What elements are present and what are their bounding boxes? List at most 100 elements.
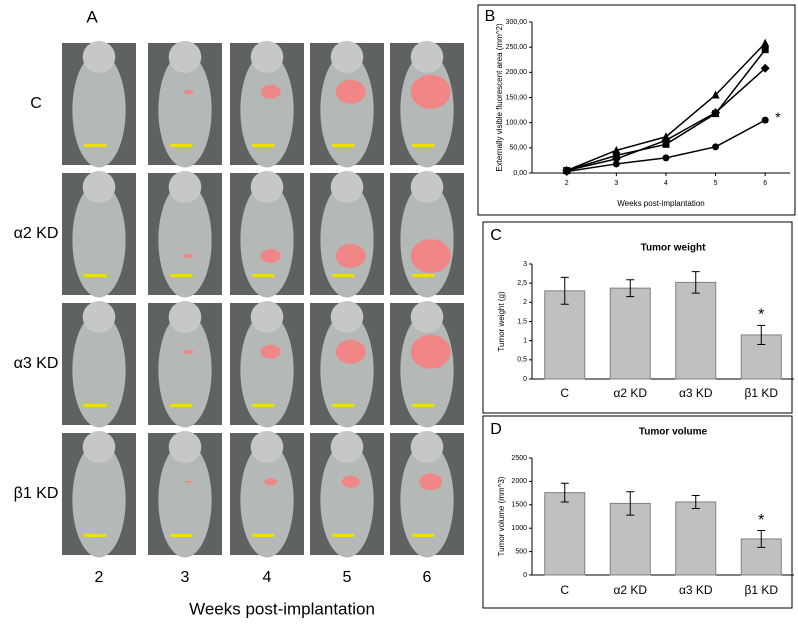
fluorescence: [260, 84, 281, 99]
mouse-body: [72, 182, 126, 298]
fluorescence: [341, 475, 360, 488]
marker: [612, 145, 621, 154]
x-axis-title: Weeks post-implantation: [189, 599, 375, 618]
marker: [611, 154, 621, 164]
column-label: 6: [423, 569, 432, 586]
x-tick-label: 2: [565, 180, 569, 187]
x-tick-label: α2 KD: [613, 386, 647, 400]
mouse-head: [82, 171, 116, 203]
y-tick-label: 1500: [511, 502, 527, 509]
mouse-body: [320, 442, 374, 558]
error-bar: [691, 271, 700, 294]
row-label: β1 KD: [14, 485, 59, 502]
fluorescence: [183, 253, 194, 258]
x-axis-title: Weeks post-implantation: [617, 199, 704, 208]
mouse-body: [240, 312, 294, 428]
y-tick-label: 1: [523, 338, 527, 345]
chart-title: Tumor weight: [641, 243, 706, 254]
y-tick-label: 1000: [511, 525, 527, 532]
panel-label: C: [490, 227, 502, 244]
y-tick-label: 2,5: [517, 280, 527, 287]
y-tick-label: 0,00: [513, 170, 527, 177]
mouse-head: [82, 431, 116, 463]
panel-c-frame: [482, 221, 793, 414]
mouse-head: [330, 301, 364, 333]
error-bar: [626, 491, 635, 516]
y-tick-label: 2000: [511, 478, 527, 485]
fluorescence: [183, 349, 194, 354]
mouse-head: [168, 171, 202, 203]
mouse-body: [400, 442, 454, 558]
error-bar: [757, 530, 766, 548]
mouse-head: [410, 301, 444, 333]
marker: [661, 135, 671, 145]
mouse-body: [72, 442, 126, 558]
mouse-head: [250, 171, 284, 203]
mouse-head: [330, 431, 364, 463]
x-tick-label: α2 KD: [613, 583, 647, 597]
error-bar: [691, 494, 700, 510]
error-bar: [560, 482, 569, 503]
mouse-head: [82, 41, 116, 73]
fluorescence: [264, 478, 278, 486]
fluorescence: [410, 238, 451, 273]
y-tick-label: 2: [523, 299, 527, 306]
fluorescence: [335, 339, 366, 364]
x-tick-label: β1 KD: [744, 583, 778, 597]
y-axis-title: Externally visible fluorescent area (mm^…: [495, 23, 504, 172]
x-tick-label: α3 KD: [679, 583, 713, 597]
panel-label: D: [490, 421, 502, 438]
error-bar: [757, 324, 766, 345]
annotation: *: [775, 109, 781, 125]
mouse-head: [330, 171, 364, 203]
y-tick-label: 0: [523, 572, 527, 579]
panel-b-frame: [477, 4, 796, 216]
bar: [544, 492, 586, 576]
mouse-body: [320, 312, 374, 428]
marker: [761, 116, 769, 124]
chart-title: Tumor volume: [639, 427, 708, 438]
mouse-body: [72, 312, 126, 428]
marker: [761, 46, 769, 54]
fluorescence: [410, 334, 451, 369]
mouse-body: [240, 442, 294, 558]
mouse-body: [72, 52, 126, 168]
panel-label: B: [485, 8, 496, 25]
bar: [675, 281, 717, 380]
y-tick-label: 2500: [511, 455, 527, 462]
y-tick-label: 150,00: [506, 94, 528, 101]
mouse-body: [158, 312, 212, 428]
mouse-head: [250, 301, 284, 333]
marker: [761, 38, 770, 47]
mouse-head: [330, 41, 364, 73]
mouse-head: [410, 431, 444, 463]
y-tick-label: 300,00: [506, 19, 528, 26]
fluorescence: [335, 79, 366, 104]
mouse-body: [158, 182, 212, 298]
mouse-head: [168, 41, 202, 73]
marker: [662, 154, 670, 162]
mouse-body: [240, 52, 294, 168]
column-label: 5: [343, 569, 352, 586]
series-line: [566, 42, 766, 172]
y-axis-title: Tumor weight (g): [497, 291, 506, 352]
x-tick-label: β1 KD: [744, 386, 778, 400]
fluorescence: [260, 344, 281, 359]
fluorescence: [419, 473, 443, 491]
mouse-body: [240, 182, 294, 298]
y-tick-label: 1,5: [517, 318, 527, 325]
row-label: α2 KD: [14, 225, 59, 242]
x-tick-label: C: [560, 386, 569, 400]
mouse-head: [410, 171, 444, 203]
marker: [712, 143, 720, 151]
y-tick-label: 100,00: [506, 120, 528, 127]
y-axis-title: Tumor volume (mm^3): [497, 476, 506, 556]
fluorescence: [260, 248, 281, 263]
series-line: [566, 49, 766, 172]
y-tick-label: 0,5: [517, 357, 527, 364]
mouse-body: [320, 52, 374, 168]
mouse-body: [158, 52, 212, 168]
y-tick-label: 0: [523, 376, 527, 383]
mouse-head: [410, 41, 444, 73]
